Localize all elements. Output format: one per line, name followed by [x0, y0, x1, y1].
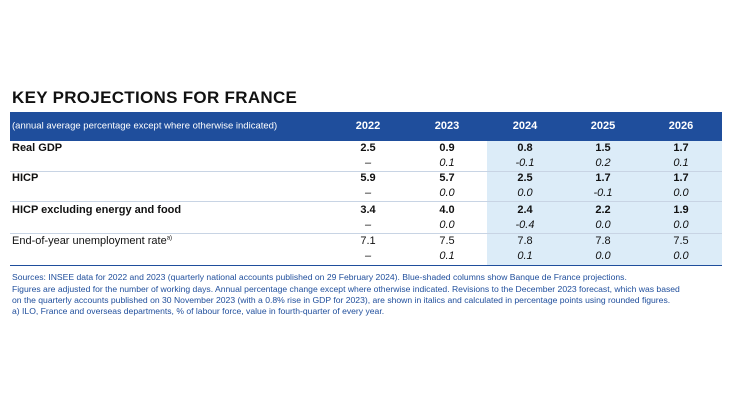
revision: 0.0 — [673, 250, 689, 262]
value: 2.5 — [517, 172, 533, 184]
revision: 0.0 — [673, 219, 689, 231]
value: 2.2 — [595, 204, 611, 216]
footnote: on the quarterly accounts published on 3… — [12, 295, 671, 305]
row-label: Real GDP — [12, 142, 63, 154]
footnote: Figures are adjusted for the number of w… — [12, 284, 680, 294]
revision: 0.0 — [439, 219, 455, 231]
revision: – — [364, 157, 372, 169]
value: 3.4 — [360, 204, 376, 216]
revision: -0.1 — [515, 157, 535, 169]
header-label: (annual average percentage except where … — [12, 120, 278, 132]
revision: 0.2 — [595, 157, 611, 169]
row-rule — [10, 233, 722, 234]
value: 5.9 — [360, 172, 376, 184]
value: 1.7 — [673, 172, 689, 184]
value: 7.1 — [360, 235, 376, 247]
footnote-ref: a) — [166, 235, 173, 242]
revision: – — [364, 250, 372, 262]
row-label: HICP excluding energy and food — [12, 204, 182, 216]
row-label: End-of-year unemployment ratea) — [12, 235, 173, 247]
value: 4.0 — [439, 204, 455, 216]
value: 5.7 — [439, 172, 455, 184]
revision: 0.1 — [439, 250, 455, 262]
revision: 0.0 — [673, 187, 689, 199]
header-year: 2025 — [590, 120, 616, 132]
header-year: 2022 — [355, 120, 381, 132]
value: 2.4 — [517, 204, 533, 216]
revision: – — [364, 219, 372, 231]
value: 7.5 — [439, 235, 455, 247]
header-year: 2023 — [434, 120, 460, 132]
row-rule — [10, 171, 722, 172]
value: 1.5 — [595, 142, 611, 154]
row-label: HICP — [12, 172, 39, 184]
value: 7.8 — [517, 235, 533, 247]
value: 1.7 — [595, 172, 611, 184]
revision: – — [364, 187, 372, 199]
revision: 0.1 — [673, 157, 689, 169]
header-year: 2026 — [668, 120, 694, 132]
revision: 0.1 — [439, 157, 455, 169]
footnote: a) ILO, France and overseas departments,… — [12, 306, 385, 316]
value: 7.5 — [673, 235, 689, 247]
value: 7.8 — [595, 235, 611, 247]
header-year: 2024 — [512, 120, 538, 132]
revision: -0.1 — [593, 187, 613, 199]
revision: 0.0 — [595, 250, 611, 262]
revision: 0.1 — [517, 250, 533, 262]
projection-shade — [487, 141, 722, 265]
revision: -0.4 — [515, 219, 535, 231]
value: 1.7 — [673, 142, 689, 154]
footnote: Sources: INSEE data for 2022 and 2023 (q… — [12, 272, 627, 282]
revision: 0.0 — [595, 219, 611, 231]
revision: 0.0 — [517, 187, 533, 199]
value: 2.5 — [360, 142, 376, 154]
row-rule — [10, 201, 722, 202]
revision: 0.0 — [439, 187, 455, 199]
value: 0.8 — [517, 142, 533, 154]
value: 1.9 — [673, 204, 689, 216]
title: KEY PROJECTIONS FOR FRANCE — [12, 88, 298, 107]
value: 0.9 — [439, 142, 455, 154]
table-bottom-rule — [10, 265, 722, 266]
header-bar — [10, 112, 722, 141]
